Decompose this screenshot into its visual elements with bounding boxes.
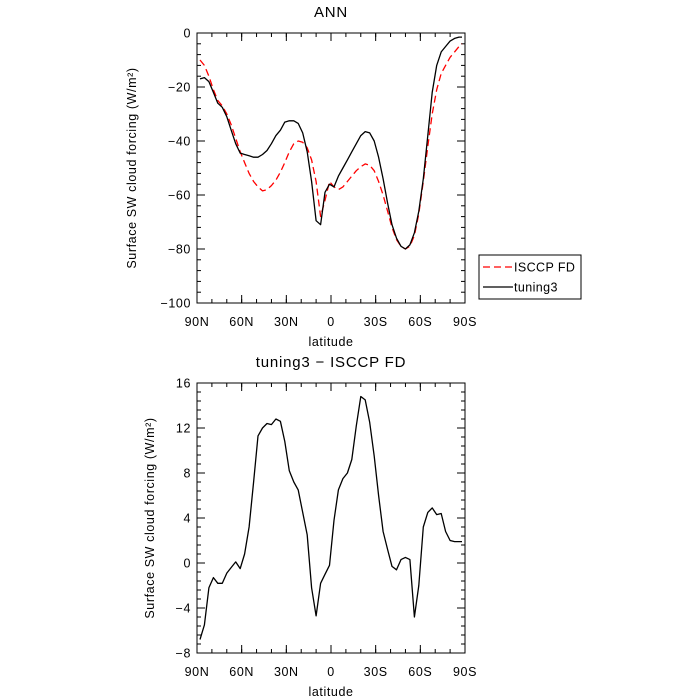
- legend: ISCCP FD tuning3: [478, 254, 582, 300]
- legend-label: ISCCP FD: [514, 261, 575, 275]
- chart-title: ANN: [314, 4, 348, 21]
- x-tick-label: 30S: [364, 665, 388, 679]
- x-axis-title: latitude: [308, 685, 353, 699]
- x-tick-label: 30N: [274, 315, 299, 329]
- y-tick-label: −8: [176, 647, 191, 661]
- x-tick-label: 60N: [229, 315, 254, 329]
- y-tick-label: 0: [183, 27, 191, 41]
- x-tick-label: 30S: [364, 315, 388, 329]
- y-tick-label: −4: [176, 602, 191, 616]
- plot-frame: [196, 382, 466, 654]
- y-tick-label: −40: [168, 135, 191, 149]
- y-tick-label: 0: [183, 557, 191, 571]
- x-tick-label: 90N: [185, 315, 210, 329]
- y-tick-label: −100: [160, 297, 191, 311]
- x-axis-title: latitude: [308, 335, 353, 349]
- x-tick-label: 0: [327, 665, 335, 679]
- legend-label: tuning3: [514, 281, 558, 295]
- y-axis-title: Surface SW cloud forcing (W/m²): [125, 67, 139, 268]
- x-tick-label: 60S: [408, 315, 432, 329]
- y-tick-label: 4: [183, 512, 191, 526]
- x-tick-label: 0: [327, 315, 335, 329]
- panel-1: 90N 60N 30N 0 30S 60S 90S 0 −20 −40 −60 −80 −100 ANN l…: [125, 4, 582, 349]
- x-tick-label: 60N: [229, 665, 254, 679]
- x-tick-label: 90S: [453, 315, 477, 329]
- series-line: [199, 395, 462, 640]
- x-tick-label: 30N: [274, 665, 299, 679]
- panel-2: 90N 60N 30N 0 30S 60S 90S 16 12 8 4 0 −4 −8 tuning3 − …: [143, 354, 477, 699]
- x-tick-label: 90N: [185, 665, 210, 679]
- x-tick-label: 60S: [408, 665, 432, 679]
- y-tick-label: −20: [168, 81, 191, 95]
- y-tick-label: 16: [176, 377, 191, 391]
- y-tick-label: 12: [176, 422, 191, 436]
- y-tick-label: −80: [168, 243, 191, 257]
- y-tick-label: 8: [183, 467, 191, 481]
- chart-title: tuning3 − ISCCP FD: [256, 354, 406, 371]
- x-tick-label: 90S: [453, 665, 477, 679]
- legend-box: [478, 254, 582, 300]
- y-tick-label: −60: [168, 189, 191, 203]
- y-axis-title: Surface SW cloud forcing (W/m²): [143, 417, 157, 618]
- series-isccp-fd: [199, 43, 463, 250]
- series-tuning3: [199, 36, 462, 250]
